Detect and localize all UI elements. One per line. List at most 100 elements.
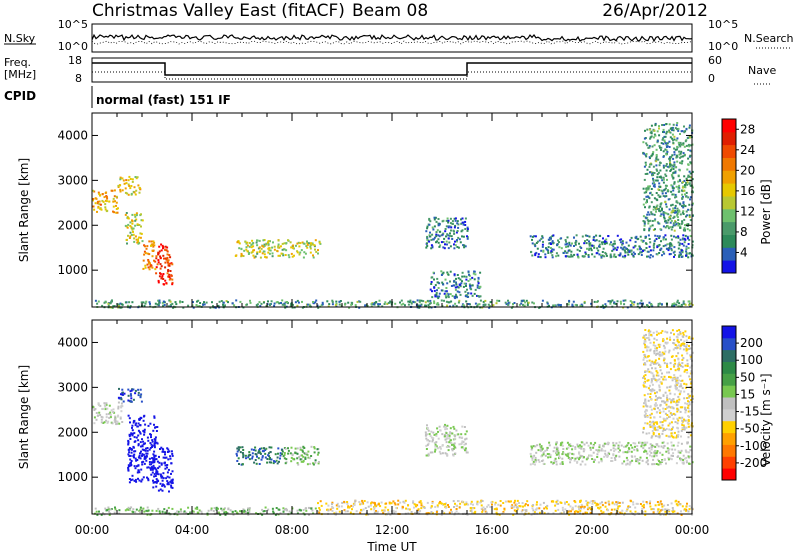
heatmap-cell <box>281 248 284 251</box>
heatmap-cell <box>648 227 651 230</box>
heatmap-cell <box>287 452 290 455</box>
heatmap-cell <box>374 503 377 506</box>
heatmap-cell <box>672 224 675 227</box>
heatmap-cell <box>159 512 161 515</box>
heatmap-cell <box>112 411 115 414</box>
heatmap-cell <box>646 452 649 455</box>
heatmap-cell <box>662 400 665 403</box>
heatmap-cell <box>165 282 168 285</box>
heatmap-cell <box>142 507 145 510</box>
heatmap-cell <box>291 255 294 258</box>
scatter-region <box>117 387 143 403</box>
heatmap-cell <box>418 501 421 504</box>
heatmap-cell <box>586 234 589 237</box>
heatmap-cell <box>225 300 228 303</box>
heatmap-cell <box>229 509 232 512</box>
heatmap-cell <box>424 434 427 437</box>
heatmap-cell <box>377 503 380 506</box>
heatmap-cell <box>425 437 428 440</box>
heatmap-cell <box>642 350 645 353</box>
heatmap-cell <box>640 445 643 448</box>
heatmap-cell <box>656 501 659 503</box>
heatmap-cell <box>251 457 254 460</box>
heatmap-cell <box>314 248 316 251</box>
heatmap-cell <box>584 252 587 255</box>
heatmap-cell <box>270 446 273 449</box>
heatmap-cell <box>656 204 659 207</box>
heatmap-cell <box>152 467 155 470</box>
heatmap-cell <box>143 431 146 434</box>
heatmap-cell <box>430 505 433 508</box>
heatmap-cell <box>627 447 630 450</box>
heatmap-cell <box>521 502 524 504</box>
heatmap-cell <box>450 511 453 513</box>
heatmap-cell <box>653 423 655 426</box>
heatmap-cell <box>487 504 490 507</box>
heatmap-cell <box>195 304 198 306</box>
heatmap-cell <box>159 488 162 491</box>
heatmap-cell <box>140 445 142 448</box>
heatmap-cell <box>648 145 651 148</box>
heatmap-cell <box>645 404 648 407</box>
heatmap-cell <box>298 456 301 459</box>
heatmap-cell <box>495 507 498 510</box>
heatmap-cell <box>453 446 456 449</box>
heatmap-cell <box>452 448 455 450</box>
heatmap-cell <box>681 505 684 508</box>
heatmap-cell <box>680 344 682 347</box>
heatmap-cell <box>261 513 264 516</box>
heatmap-cell <box>124 191 127 194</box>
heatmap-cell <box>129 225 132 227</box>
heatmap-cell <box>624 254 627 257</box>
heatmap-cell <box>410 511 413 513</box>
heatmap-cell <box>154 467 157 470</box>
heatmap-cell <box>547 252 550 254</box>
heatmap-cell <box>638 245 641 248</box>
heatmap-cell <box>129 454 132 457</box>
heatmap-cell <box>164 266 167 269</box>
heatmap-cell <box>689 347 692 350</box>
heatmap-cell <box>527 301 530 304</box>
heatmap-cell <box>667 458 670 461</box>
heatmap-cell <box>259 447 261 450</box>
heatmap-cell <box>196 300 198 303</box>
heatmap-cell <box>588 242 591 245</box>
heatmap-cell <box>658 409 661 412</box>
heatmap-cell <box>457 301 460 304</box>
heatmap-cell <box>115 423 118 426</box>
heatmap-cell <box>650 378 653 381</box>
heatmap-cell <box>203 303 206 306</box>
heatmap-cell <box>572 507 574 510</box>
heatmap-cell <box>636 502 639 505</box>
heatmap-cell <box>104 206 107 209</box>
heatmap-cell <box>387 302 390 304</box>
heatmap-cell <box>682 454 685 457</box>
heatmap-cell <box>151 509 154 512</box>
heatmap-cell <box>156 479 159 482</box>
heatmap-cell <box>171 486 174 489</box>
heatmap-cell <box>168 299 171 302</box>
heatmap-cell <box>688 214 691 217</box>
heatmap-cell <box>503 507 506 510</box>
heatmap-cell <box>653 451 656 454</box>
heatmap-cell <box>314 239 317 242</box>
heatmap-cell <box>682 234 685 237</box>
heatmap-cell <box>664 419 667 422</box>
heatmap-cell <box>196 305 199 308</box>
heatmap-cell <box>112 408 115 411</box>
heatmap-cell <box>676 376 679 379</box>
heatmap-cell <box>643 353 646 356</box>
heatmap-cell <box>484 299 487 302</box>
heatmap-cell <box>132 227 135 230</box>
heatmap-cell <box>392 509 395 512</box>
heatmap-cell <box>672 348 675 351</box>
heatmap-cell <box>451 238 454 240</box>
heatmap-cell <box>212 510 215 512</box>
heatmap-cell <box>101 193 104 195</box>
heatmap-cell <box>634 445 636 448</box>
heatmap-cell <box>454 452 457 455</box>
heatmap-cell <box>105 419 107 422</box>
heatmap-cell <box>481 500 484 502</box>
heatmap-cell <box>448 432 451 435</box>
